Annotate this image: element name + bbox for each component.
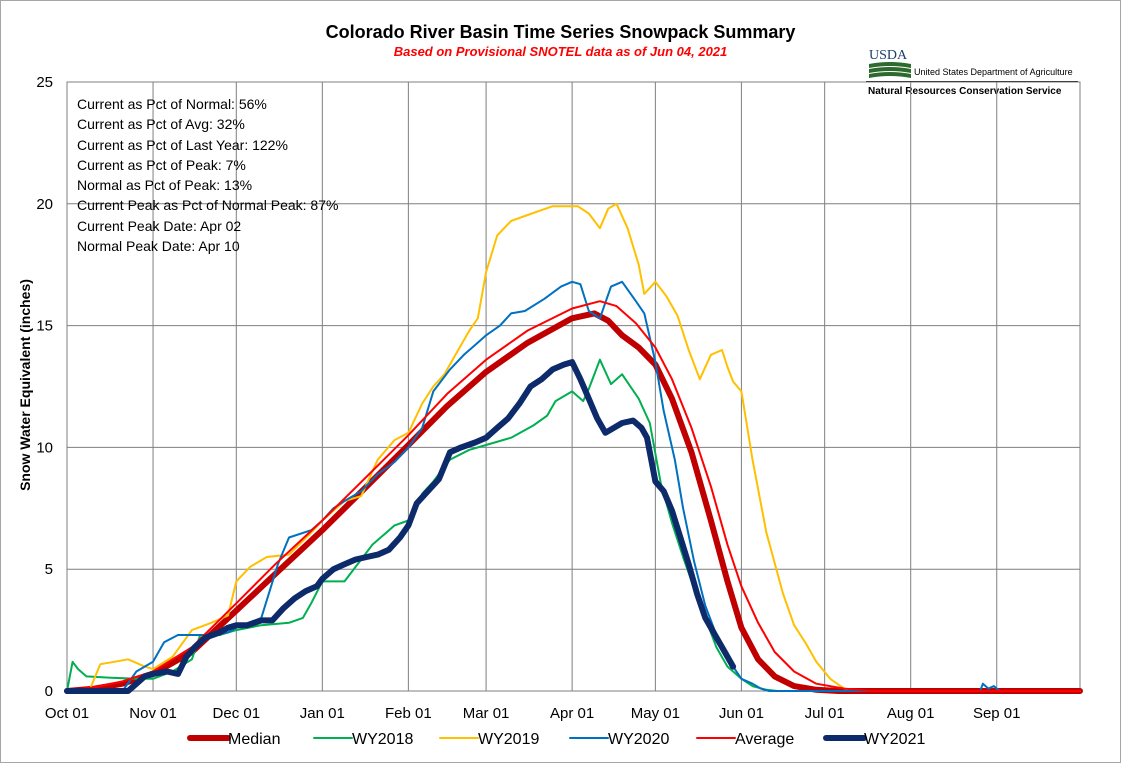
x-tick-label: Jun 01	[719, 705, 764, 722]
y-tick-label: 20	[36, 196, 53, 213]
stat-line: Current Peak Date: Apr 02	[77, 216, 338, 236]
legend-label-average: Average	[735, 731, 794, 748]
stat-line: Normal as Pct of Peak: 13%	[77, 175, 338, 195]
legend-label-wy2020: WY2020	[608, 731, 669, 748]
x-tick-label: Oct 01	[45, 705, 89, 722]
y-tick-label: 10	[36, 439, 53, 456]
stats-box: Current as Pct of Normal: 56% Current as …	[77, 94, 338, 256]
x-tick-label: Mar 01	[463, 705, 510, 722]
stat-line: Current as Pct of Last Year: 122%	[77, 135, 338, 155]
x-tick-label: Apr 01	[550, 705, 594, 722]
x-axis-ticks: Oct 01 Nov 01 Dec 01 Jan 01 Feb 01 Mar 01 Apr …	[45, 705, 1021, 722]
y-axis-label: Snow Water Equivalent (inches)	[17, 279, 33, 491]
x-tick-label: Jul 01	[805, 705, 845, 722]
x-tick-label: Aug 01	[887, 705, 935, 722]
stat-line: Normal Peak Date: Apr 10	[77, 236, 338, 256]
series-line-wy2018	[67, 360, 1080, 691]
y-tick-label: 0	[45, 683, 53, 700]
x-tick-label: Nov 01	[129, 705, 177, 722]
x-tick-label: Dec 01	[213, 705, 261, 722]
stat-line: Current as Pct of Normal: 56%	[77, 94, 338, 114]
stat-line: Current as Pct of Peak: 7%	[77, 155, 338, 175]
legend-label-wy2021: WY2021	[864, 731, 925, 748]
legend-label-wy2018: WY2018	[352, 731, 413, 748]
x-tick-label: Jan 01	[300, 705, 345, 722]
legend: Median WY2018 WY2019 WY2020 Average WY2021	[190, 731, 925, 748]
y-tick-label: 15	[36, 318, 53, 335]
legend-label-median: Median	[228, 731, 280, 748]
y-tick-label: 5	[45, 561, 53, 578]
y-tick-label: 25	[36, 74, 53, 91]
x-tick-label: Sep 01	[973, 705, 1021, 722]
stat-line: Current Peak as Pct of Normal Peak: 87%	[77, 195, 338, 215]
legend-label-wy2019: WY2019	[478, 731, 539, 748]
x-tick-label: Feb 01	[385, 705, 432, 722]
x-tick-label: May 01	[631, 705, 680, 722]
y-axis-ticks: 0 5 10 15 20 25	[36, 74, 53, 700]
stat-line: Current as Pct of Avg: 32%	[77, 114, 338, 134]
